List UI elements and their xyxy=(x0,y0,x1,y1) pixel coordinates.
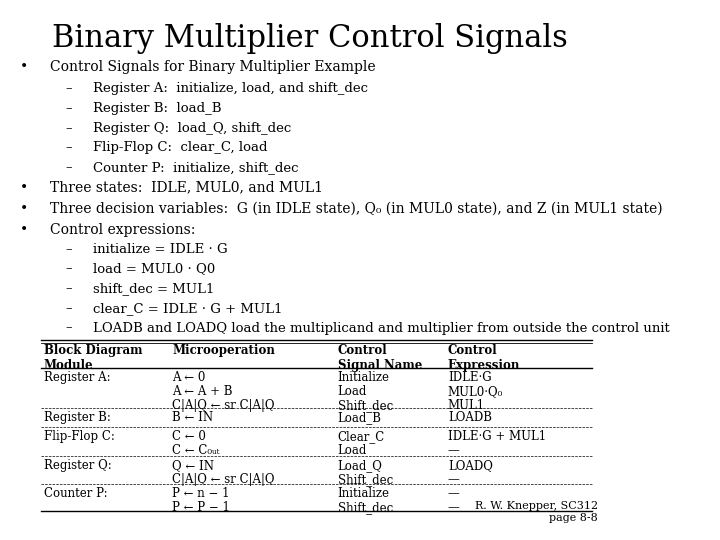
Text: •: • xyxy=(19,223,27,237)
Text: C ← 0: C ← 0 xyxy=(173,430,207,443)
Text: –: – xyxy=(66,243,72,256)
Text: MUL1: MUL1 xyxy=(448,399,485,411)
Text: Clear_C: Clear_C xyxy=(338,430,385,443)
Text: P ← n − 1: P ← n − 1 xyxy=(173,487,230,500)
Text: C|A|Q ← sr C|A|Q: C|A|Q ← sr C|A|Q xyxy=(173,399,275,411)
Text: A ← 0: A ← 0 xyxy=(173,371,206,384)
Text: Shift_dec: Shift_dec xyxy=(338,473,393,486)
Text: –: – xyxy=(66,161,72,174)
Text: —: — xyxy=(448,501,459,514)
Text: Block Diagram
Module: Block Diagram Module xyxy=(44,344,143,372)
Text: Three states:  IDLE, MUL0, and MUL1: Three states: IDLE, MUL0, and MUL1 xyxy=(50,181,323,195)
Text: Load_B: Load_B xyxy=(338,411,382,424)
Text: Register B:  load_B: Register B: load_B xyxy=(93,102,222,115)
Text: LOADQ: LOADQ xyxy=(448,460,492,472)
Text: A ← A + B: A ← A + B xyxy=(173,385,233,398)
Text: MUL0·Q₀: MUL0·Q₀ xyxy=(448,385,503,398)
Text: Control
Signal Name: Control Signal Name xyxy=(338,344,422,372)
Text: clear_C = IDLE · G + MUL1: clear_C = IDLE · G + MUL1 xyxy=(93,302,282,315)
Text: Load: Load xyxy=(338,385,367,398)
Text: Control
Expression: Control Expression xyxy=(448,344,521,372)
Text: Control Signals for Binary Multiplier Example: Control Signals for Binary Multiplier Ex… xyxy=(50,60,376,74)
Text: initialize = IDLE · G: initialize = IDLE · G xyxy=(93,243,228,256)
Text: –: – xyxy=(66,282,72,295)
Text: Initialize: Initialize xyxy=(338,487,390,500)
Text: —: — xyxy=(448,444,459,457)
Text: Flip-Flop C:  clear_C, load: Flip-Flop C: clear_C, load xyxy=(93,141,267,154)
Text: —: — xyxy=(448,487,459,500)
Text: LOADB and LOADQ load the multiplicand and multiplier from outside the control un: LOADB and LOADQ load the multiplicand an… xyxy=(93,322,670,335)
Text: •: • xyxy=(19,181,27,195)
Text: Flip-Flop C:: Flip-Flop C: xyxy=(44,430,114,443)
Text: –: – xyxy=(66,82,72,96)
Text: Initialize: Initialize xyxy=(338,371,390,384)
Text: B ← IN: B ← IN xyxy=(173,411,214,424)
Text: Three decision variables:  G (in IDLE state), Q₀ (in MUL0 state), and Z (in MUL1: Three decision variables: G (in IDLE sta… xyxy=(50,202,662,216)
Text: Shift_dec: Shift_dec xyxy=(338,399,393,411)
Text: –: – xyxy=(66,322,72,335)
Text: Load_Q: Load_Q xyxy=(338,460,382,472)
Text: –: – xyxy=(66,102,72,115)
Text: Binary Multiplier Control Signals: Binary Multiplier Control Signals xyxy=(53,23,568,54)
Text: P ← P − 1: P ← P − 1 xyxy=(173,501,230,514)
Text: Register B:: Register B: xyxy=(44,411,111,424)
Text: Register A:  initialize, load, and shift_dec: Register A: initialize, load, and shift_… xyxy=(93,82,368,96)
Text: Shift_dec: Shift_dec xyxy=(338,501,393,514)
Text: Register Q:: Register Q: xyxy=(44,460,112,472)
Text: R. W. Knepper, SC312
page 8-8: R. W. Knepper, SC312 page 8-8 xyxy=(474,501,598,523)
Text: shift_dec = MUL1: shift_dec = MUL1 xyxy=(93,282,215,295)
Text: C|A|Q ← sr C|A|Q: C|A|Q ← sr C|A|Q xyxy=(173,473,275,486)
Text: Register Q:  load_Q, shift_dec: Register Q: load_Q, shift_dec xyxy=(93,122,291,134)
Text: Register A:: Register A: xyxy=(44,371,111,384)
Text: •: • xyxy=(19,60,27,74)
Text: –: – xyxy=(66,262,72,275)
Text: C ← C₀ᵤₜ: C ← C₀ᵤₜ xyxy=(173,444,220,457)
Text: Q ← IN: Q ← IN xyxy=(173,460,215,472)
Text: Counter P:  initialize, shift_dec: Counter P: initialize, shift_dec xyxy=(93,161,298,174)
Text: —: — xyxy=(448,473,459,486)
Text: LOADB: LOADB xyxy=(448,411,492,424)
Text: Load: Load xyxy=(338,444,367,457)
Text: Counter P:: Counter P: xyxy=(44,487,107,500)
Text: •: • xyxy=(19,202,27,216)
Text: Control expressions:: Control expressions: xyxy=(50,223,195,237)
Text: –: – xyxy=(66,141,72,154)
Text: –: – xyxy=(66,122,72,134)
Text: –: – xyxy=(66,302,72,315)
Text: IDLE·G: IDLE·G xyxy=(448,371,492,384)
Text: load = MUL0 · Q0: load = MUL0 · Q0 xyxy=(93,262,215,275)
Text: IDLE·G + MUL1: IDLE·G + MUL1 xyxy=(448,430,546,443)
Text: Microoperation: Microoperation xyxy=(173,344,275,357)
